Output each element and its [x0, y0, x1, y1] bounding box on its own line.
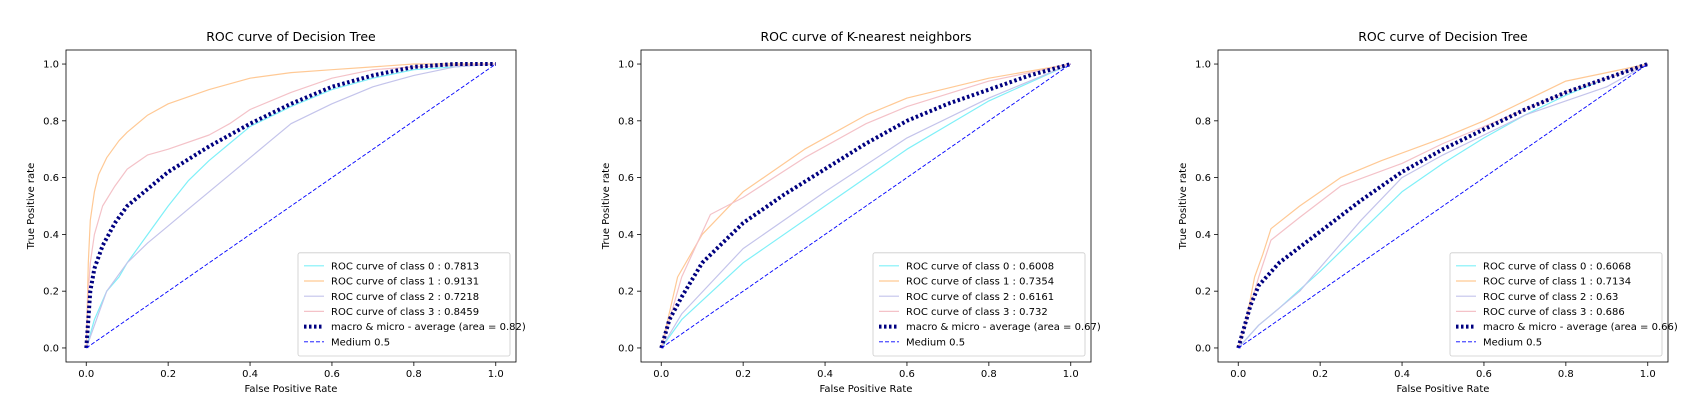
y-axis-label: True Positive rate [1178, 163, 1189, 250]
x-tick-label: 0.8 [406, 369, 422, 380]
x-tick-label: 0.6 [899, 369, 915, 380]
y-tick-label: 0.6 [1195, 173, 1211, 184]
legend-label: macro & micro - average (area = 0.66) [1483, 322, 1678, 333]
roc-series-line-3 [660, 63, 1071, 349]
roc-series-line-1 [660, 63, 1071, 349]
axes-frame [640, 49, 1092, 363]
legend: ROC curve of class 0 : 0.6008 ROC curve o… [872, 252, 1101, 357]
legend-label: ROC curve of class 2 : 0.6161 [906, 292, 1054, 303]
legend-label: ROC curve of class 3 : 0.686 [1483, 307, 1625, 318]
roc-series-line-2 [1237, 63, 1649, 349]
x-tick-label: 0.0 [1230, 369, 1246, 380]
legend-box [1449, 252, 1663, 357]
y-tick-label: 0.4 [618, 230, 634, 241]
x-tick-label: 0.6 [324, 369, 340, 380]
axes-frame [65, 49, 517, 363]
y-axis-label: True Positive rate [601, 163, 612, 250]
y-tick-label: 1.0 [618, 60, 634, 71]
y-tick-label: 0.8 [618, 116, 634, 127]
roc-panel-0: ROC curve of Decision Tree 0.0 0.2 0.4 0.6 0.… [26, 29, 526, 395]
legend-label: ROC curve of class 3 : 0.8459 [331, 307, 479, 318]
legend: ROC curve of class 0 : 0.7813 ROC curve o… [297, 252, 526, 357]
legend: ROC curve of class 0 : 0.6068 ROC curve o… [1449, 252, 1678, 357]
legend-label: Medium 0.5 [331, 337, 390, 348]
roc-series-line-1 [85, 63, 496, 349]
y-tick-label: 0.0 [1195, 343, 1211, 354]
x-tick-label: 0.8 [981, 369, 997, 380]
x-tick-label: 0.4 [817, 369, 833, 380]
x-tick-label: 0.8 [1558, 369, 1574, 380]
x-tick-label: 0.2 [1312, 369, 1328, 380]
y-tick-label: 0.4 [43, 230, 59, 241]
x-tick-label: 0.4 [242, 369, 258, 380]
roc-series-line-1 [1237, 63, 1648, 349]
roc-series-line-2 [660, 63, 1072, 349]
chart-title: ROC curve of Decision Tree [1358, 29, 1528, 44]
chart-title: ROC curve of Decision Tree [206, 29, 376, 44]
roc-series-line-4 [84, 62, 496, 349]
x-tick-label: 0.4 [1394, 369, 1410, 380]
x-tick-label: 0.0 [78, 369, 94, 380]
x-tick-label: 0.6 [1476, 369, 1492, 380]
y-tick-label: 0.4 [1195, 230, 1211, 241]
x-tick-label: 0.0 [653, 369, 669, 380]
legend-label: Medium 0.5 [906, 337, 965, 348]
y-tick-label: 0.6 [43, 173, 59, 184]
roc-series-line-3 [85, 63, 496, 349]
legend-label: ROC curve of class 0 : 0.6068 [1483, 261, 1631, 272]
x-tick-label: 0.2 [735, 369, 751, 380]
legend-box [872, 252, 1086, 357]
y-axis-label: True Positive rate [26, 163, 37, 250]
y-tick-label: 1.0 [43, 60, 59, 71]
y-tick-label: 0.2 [1195, 287, 1211, 298]
roc-series-line-4 [659, 62, 1072, 349]
axes-frame [1217, 49, 1669, 363]
x-axis-label: False Positive Rate [1397, 384, 1490, 395]
roc-series-line-5 [661, 63, 1072, 349]
legend-label: ROC curve of class 0 : 0.7813 [331, 261, 479, 272]
legend-label: ROC curve of class 2 : 0.63 [1483, 292, 1618, 303]
roc-panel-1: ROC curve of K-nearest neighbors 0.0 0.2 0.… [601, 29, 1101, 395]
legend-label: ROC curve of class 2 : 0.7218 [331, 292, 479, 303]
chart-title: ROC curve of K-nearest neighbors [760, 29, 971, 44]
legend-label: Medium 0.5 [1483, 337, 1542, 348]
y-tick-label: 0.2 [618, 287, 634, 298]
legend-label: macro & micro - average (area = 0.67) [906, 322, 1101, 333]
x-axis-label: False Positive Rate [820, 384, 913, 395]
roc-series-line-5 [1238, 63, 1649, 349]
y-tick-label: 0.0 [43, 343, 59, 354]
y-tick-label: 0.6 [618, 173, 634, 184]
x-axis-label: False Positive Rate [245, 384, 338, 395]
x-tick-label: 1.0 [488, 369, 504, 380]
legend-label: macro & micro - average (area = 0.82) [331, 322, 526, 333]
legend-label: ROC curve of class 1 : 0.9131 [331, 277, 479, 288]
y-tick-label: 0.2 [43, 287, 59, 298]
roc-series-line-0 [85, 63, 496, 349]
legend-box [297, 252, 511, 357]
legend-label: ROC curve of class 0 : 0.6008 [906, 261, 1054, 272]
y-tick-label: 1.0 [1195, 60, 1211, 71]
y-tick-label: 0.8 [43, 116, 59, 127]
roc-series-line-0 [660, 63, 1072, 349]
x-tick-label: 1.0 [1063, 369, 1079, 380]
legend-label: ROC curve of class 1 : 0.7134 [1483, 277, 1631, 288]
y-tick-label: 0.0 [618, 343, 634, 354]
roc-panel-2: ROC curve of Decision Tree 0.0 0.2 0.4 0.6 0.… [1178, 29, 1678, 395]
x-tick-label: 1.0 [1640, 369, 1656, 380]
legend-label: ROC curve of class 1 : 0.7354 [906, 277, 1054, 288]
x-tick-label: 0.2 [160, 369, 176, 380]
legend-label: ROC curve of class 3 : 0.732 [906, 307, 1048, 318]
roc-series-line-5 [86, 63, 497, 349]
y-tick-label: 0.8 [1195, 116, 1211, 127]
roc-series-line-2 [85, 63, 496, 349]
